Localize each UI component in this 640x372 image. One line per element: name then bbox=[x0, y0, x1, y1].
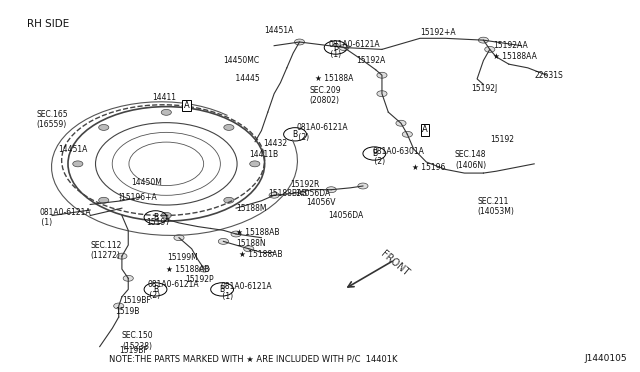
Text: 15192+A: 15192+A bbox=[420, 28, 456, 37]
Text: ⁆15196+A: ⁆15196+A bbox=[119, 193, 157, 202]
Circle shape bbox=[123, 275, 133, 281]
Circle shape bbox=[218, 238, 228, 244]
Circle shape bbox=[250, 161, 260, 167]
Text: B: B bbox=[372, 149, 377, 158]
Text: 081A0-6121A
 (2): 081A0-6121A (2) bbox=[147, 280, 199, 300]
Text: B: B bbox=[333, 43, 338, 52]
Text: 1519BF: 1519BF bbox=[122, 296, 150, 305]
Text: ★ 15188AB: ★ 15188AB bbox=[166, 264, 210, 273]
Text: 14451A: 14451A bbox=[264, 26, 294, 35]
Circle shape bbox=[99, 197, 109, 203]
Circle shape bbox=[396, 120, 406, 126]
Text: 14450M: 14450M bbox=[131, 178, 163, 187]
Circle shape bbox=[174, 235, 184, 241]
Text: SEC.211
(14053M): SEC.211 (14053M) bbox=[477, 197, 514, 216]
Text: RH SIDE: RH SIDE bbox=[27, 19, 69, 29]
Circle shape bbox=[73, 161, 83, 167]
Text: 15197: 15197 bbox=[146, 218, 170, 227]
Circle shape bbox=[231, 231, 241, 237]
Circle shape bbox=[294, 39, 305, 45]
Circle shape bbox=[199, 266, 209, 272]
Text: ★ 15196: ★ 15196 bbox=[412, 163, 446, 172]
Circle shape bbox=[99, 125, 109, 130]
Text: 14056DA: 14056DA bbox=[295, 189, 330, 198]
Text: 081A0-6121A
 (1): 081A0-6121A (1) bbox=[328, 40, 380, 59]
Text: 15192: 15192 bbox=[490, 135, 514, 144]
Text: 15188N: 15188N bbox=[236, 239, 266, 248]
Circle shape bbox=[161, 109, 172, 115]
Text: 15192AA: 15192AA bbox=[493, 41, 528, 50]
Text: SEC.150
(15238): SEC.150 (15238) bbox=[122, 331, 154, 351]
Text: 14056V: 14056V bbox=[306, 198, 335, 207]
Text: B: B bbox=[153, 285, 158, 294]
Text: B: B bbox=[220, 285, 225, 294]
Text: 15192J: 15192J bbox=[471, 84, 497, 93]
Text: J1440105: J1440105 bbox=[585, 355, 628, 363]
Text: ★ 15188AB: ★ 15188AB bbox=[236, 228, 280, 237]
Text: 15188M: 15188M bbox=[236, 203, 267, 213]
Text: ★ 15188AA: ★ 15188AA bbox=[493, 52, 537, 61]
Text: 1519B: 1519B bbox=[116, 307, 140, 316]
Text: 14411: 14411 bbox=[152, 93, 177, 102]
Text: 14450MC: 14450MC bbox=[223, 56, 259, 65]
Text: 14411B: 14411B bbox=[249, 150, 278, 159]
Circle shape bbox=[478, 37, 488, 43]
Text: 15192A: 15192A bbox=[356, 56, 386, 65]
Text: 15192R: 15192R bbox=[290, 180, 319, 189]
Text: 14056DA: 14056DA bbox=[328, 211, 364, 220]
Text: 22631S: 22631S bbox=[534, 71, 563, 80]
Circle shape bbox=[339, 45, 349, 51]
Text: 14445: 14445 bbox=[233, 74, 260, 83]
Text: FRONT: FRONT bbox=[379, 249, 411, 279]
Circle shape bbox=[358, 183, 368, 189]
Text: 1519BF: 1519BF bbox=[119, 346, 147, 355]
Circle shape bbox=[377, 91, 387, 97]
Text: B: B bbox=[292, 130, 298, 139]
Text: B: B bbox=[153, 213, 158, 222]
Text: SEC.165
(16559): SEC.165 (16559) bbox=[36, 110, 68, 129]
Text: 14432: 14432 bbox=[262, 139, 287, 148]
Text: 081A0-6121A
 (1): 081A0-6121A (1) bbox=[220, 282, 272, 301]
Text: A: A bbox=[422, 125, 428, 134]
Text: 081A0-6121A
 (2): 081A0-6121A (2) bbox=[296, 123, 348, 142]
Circle shape bbox=[403, 131, 412, 137]
Circle shape bbox=[224, 125, 234, 130]
Text: SEC.112
(11272): SEC.112 (11272) bbox=[90, 241, 122, 260]
Circle shape bbox=[161, 212, 172, 218]
Text: ★ 15188AB: ★ 15188AB bbox=[239, 250, 283, 259]
Circle shape bbox=[224, 197, 234, 203]
Circle shape bbox=[117, 253, 127, 259]
Text: SEC.209
(20802): SEC.209 (20802) bbox=[309, 86, 340, 105]
Text: 081A0-6301A
 (2): 081A0-6301A (2) bbox=[372, 147, 424, 166]
Circle shape bbox=[484, 46, 495, 52]
Text: NOTE:THE PARTS MARKED WITH ★ ARE INCLUDED WITH P/C  14401K: NOTE:THE PARTS MARKED WITH ★ ARE INCLUDE… bbox=[109, 355, 397, 363]
Text: 14451A: 14451A bbox=[58, 145, 88, 154]
Circle shape bbox=[326, 187, 336, 193]
Circle shape bbox=[377, 72, 387, 78]
Text: 081A0-6121A
 (1): 081A0-6121A (1) bbox=[40, 208, 91, 227]
Text: 15199M: 15199M bbox=[168, 253, 198, 263]
Text: A: A bbox=[184, 101, 189, 110]
Text: SEC.148
(1406N): SEC.148 (1406N) bbox=[455, 150, 486, 170]
Circle shape bbox=[244, 246, 254, 252]
Circle shape bbox=[114, 303, 124, 309]
Text: 15188BA3: 15188BA3 bbox=[268, 189, 307, 198]
Text: ★ 15188A: ★ 15188A bbox=[316, 74, 354, 83]
Text: 15192P: 15192P bbox=[186, 275, 214, 283]
Circle shape bbox=[269, 192, 279, 198]
